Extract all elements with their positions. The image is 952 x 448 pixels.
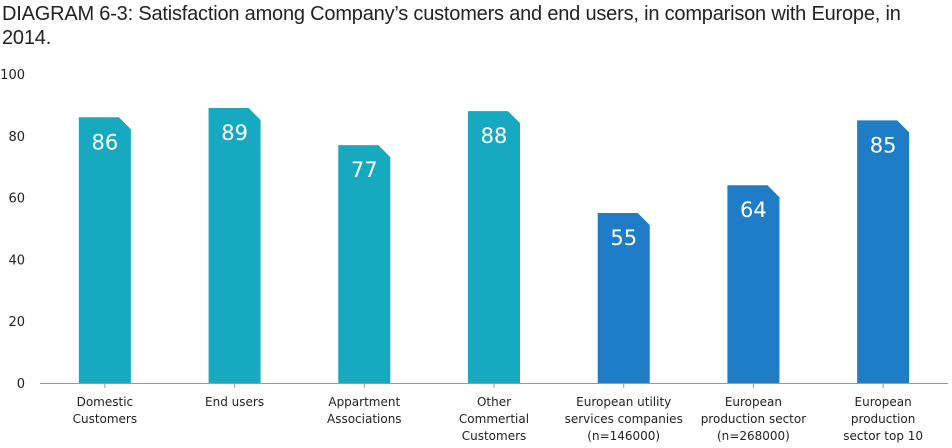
y-tick-label: 60 [8, 192, 25, 207]
y-tick-label: 20 [8, 315, 25, 330]
category-label: Commertial [459, 412, 529, 426]
bar [338, 145, 391, 383]
category-label: production [851, 412, 915, 426]
category-label: production sector [701, 412, 807, 426]
category-label: sector top 10 [843, 429, 923, 443]
category-label: Associations [327, 412, 402, 426]
y-tick-label: 100 [0, 68, 25, 83]
category-labels: Domestic Customers End users Appartment Asso… [73, 395, 923, 443]
category-label: services companies [565, 412, 683, 426]
category-label: European [855, 395, 912, 409]
y-tick-label: 40 [8, 253, 25, 268]
category-label: End users [205, 395, 264, 409]
category-label: Appartment [328, 395, 400, 409]
chart-title: DIAGRAM 6-3: Satisfaction among Company’… [2, 3, 901, 49]
data-label: 86 [91, 130, 118, 154]
bar [208, 107, 261, 384]
bar [857, 120, 910, 383]
category-label: (n=146000) [587, 429, 660, 443]
category-label: Customers [73, 412, 138, 426]
category-label: Domestic [77, 395, 134, 409]
data-label: 88 [481, 124, 508, 148]
y-tick-label: 0 [17, 377, 25, 392]
data-label: 85 [870, 133, 897, 157]
data-label: 64 [740, 198, 767, 222]
data-label: 55 [610, 226, 637, 250]
data-label: 77 [351, 158, 378, 182]
bar [78, 117, 131, 383]
y-tick-label: 80 [8, 130, 25, 145]
category-label: European [725, 395, 782, 409]
data-label: 89 [221, 121, 248, 145]
bars: 86 89 77 88 55 64 85 [78, 107, 910, 384]
bar [597, 213, 650, 383]
bar [727, 185, 780, 383]
category-label: (n=268000) [717, 429, 790, 443]
y-axis: 0 20 40 60 80 100 [0, 68, 25, 392]
category-label: Other [477, 395, 511, 409]
x-axis [40, 383, 948, 388]
bar [468, 111, 520, 383]
category-label: European utility [576, 395, 671, 409]
category-label: Customers [462, 429, 527, 443]
